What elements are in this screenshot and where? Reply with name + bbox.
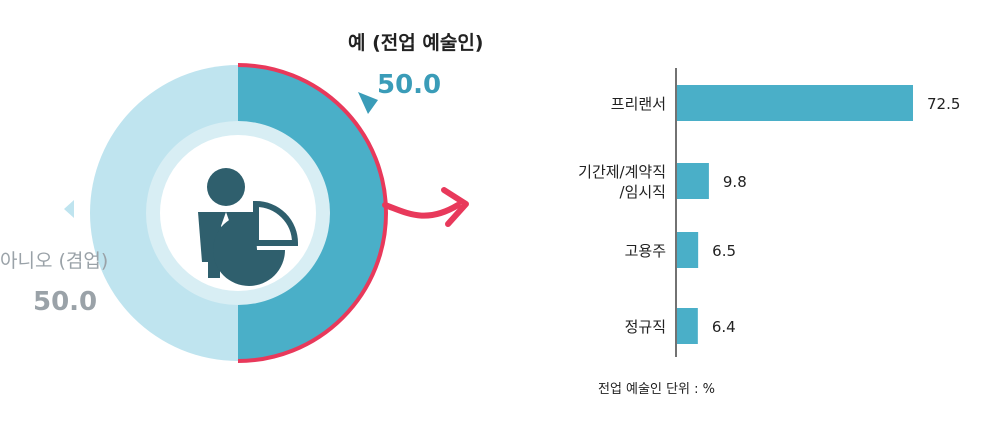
no-label: 아니오 (겸업) [0, 250, 108, 272]
link-arrow-icon [382, 202, 461, 219]
bar-value-label: 6.5 [712, 242, 736, 260]
yes-value: 50.0 [377, 70, 441, 100]
bar-value-label: 6.4 [712, 318, 736, 336]
no-value: 50.0 [33, 287, 97, 317]
bar-category-label: /임시직 [620, 183, 666, 201]
bar-2 [677, 232, 699, 268]
bar-category-label: 정규직 [625, 318, 666, 336]
yes-pointer-icon [358, 92, 378, 114]
bar-0 [677, 85, 913, 121]
donut-yes-outline [237, 63, 388, 363]
no-pointer-icon [64, 200, 74, 218]
bar-unit-note: 전업 예술인 단위 : % [598, 382, 715, 397]
bar-value-label: 9.8 [723, 173, 747, 191]
bar-1 [677, 163, 709, 199]
bar-3 [677, 308, 698, 344]
bar-chart: 72.5 프리랜서 9.8 기간제/계약직/임시직 6.5 고용주 6.4 정규직 [578, 68, 960, 357]
businessman-chart-icon [198, 168, 299, 286]
bar-category-label: 기간제/계약직 [578, 163, 666, 181]
bar-value-label: 72.5 [927, 95, 960, 113]
yes-label: 예 (전업 예술인) [348, 32, 483, 54]
bar-category-label: 고용주 [625, 242, 666, 260]
bar-category-label: 프리랜서 [611, 95, 666, 113]
